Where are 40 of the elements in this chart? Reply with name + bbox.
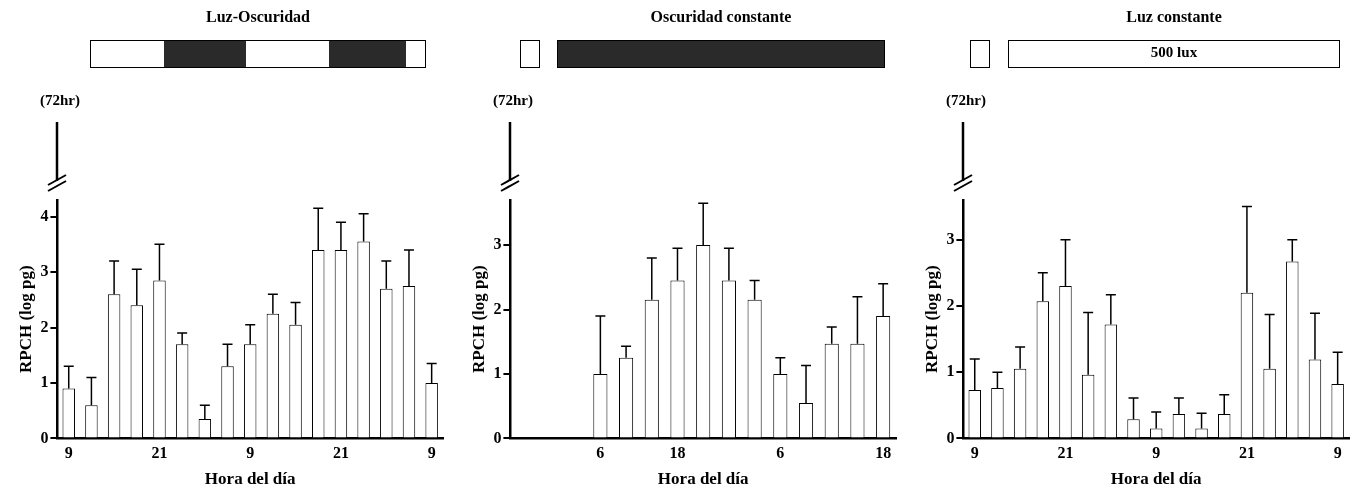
- x-tick-label: 6: [596, 444, 605, 462]
- x-tick-label: 9: [246, 444, 255, 462]
- x-tick-label: 18: [875, 444, 892, 462]
- y-tick-label: 3: [493, 235, 502, 253]
- x-axis-title: Hora del día: [657, 469, 750, 489]
- x-tick-label: 6: [776, 444, 785, 462]
- text: (72hr): [40, 92, 80, 109]
- x-tick-label: 9: [64, 444, 73, 462]
- x-tick-label: 21: [1057, 444, 1074, 462]
- y-axis-title: RPCH (log pg): [15, 265, 35, 374]
- y-tick-label: 2: [493, 299, 502, 317]
- x-tick-label: 9: [1333, 444, 1342, 462]
- x-axis-title: Hora del día: [1110, 469, 1203, 489]
- y-tick-label: 1: [946, 362, 955, 380]
- x-axis-title: Hora del día: [204, 469, 297, 489]
- y-axis-title: RPCH (log pg): [468, 265, 488, 374]
- y-tick-label: 4: [40, 206, 49, 224]
- text: 500 lux: [1150, 44, 1198, 61]
- y-tick-label: 3: [946, 229, 955, 247]
- y-tick-label: 0: [946, 428, 955, 446]
- y-axis-title: RPCH (log pg): [921, 265, 941, 374]
- x-tick-label: 21: [151, 444, 168, 462]
- x-tick-label: 9: [427, 444, 436, 462]
- x-tick-label: 9: [1152, 444, 1161, 462]
- text: (72hr): [493, 92, 533, 109]
- y-tick-label: 2: [946, 296, 955, 314]
- y-tick-label: 0: [40, 428, 49, 446]
- x-tick-label: 9: [970, 444, 979, 462]
- y-tick-label: 1: [40, 373, 49, 391]
- y-tick-label: 1: [493, 364, 502, 382]
- chart-title: Oscuridad constante: [650, 8, 792, 26]
- x-tick-label: 21: [332, 444, 349, 462]
- y-tick-label: 0: [493, 428, 502, 446]
- text: (72hr): [946, 92, 986, 109]
- y-tick-label: 2: [40, 317, 49, 335]
- y-tick-label: 3: [40, 262, 49, 280]
- x-tick-label: 21: [1238, 444, 1255, 462]
- chart-title: Luz-Oscuridad: [205, 8, 311, 26]
- chart-title: Luz constante: [1126, 8, 1222, 26]
- x-tick-label: 18: [669, 444, 686, 462]
